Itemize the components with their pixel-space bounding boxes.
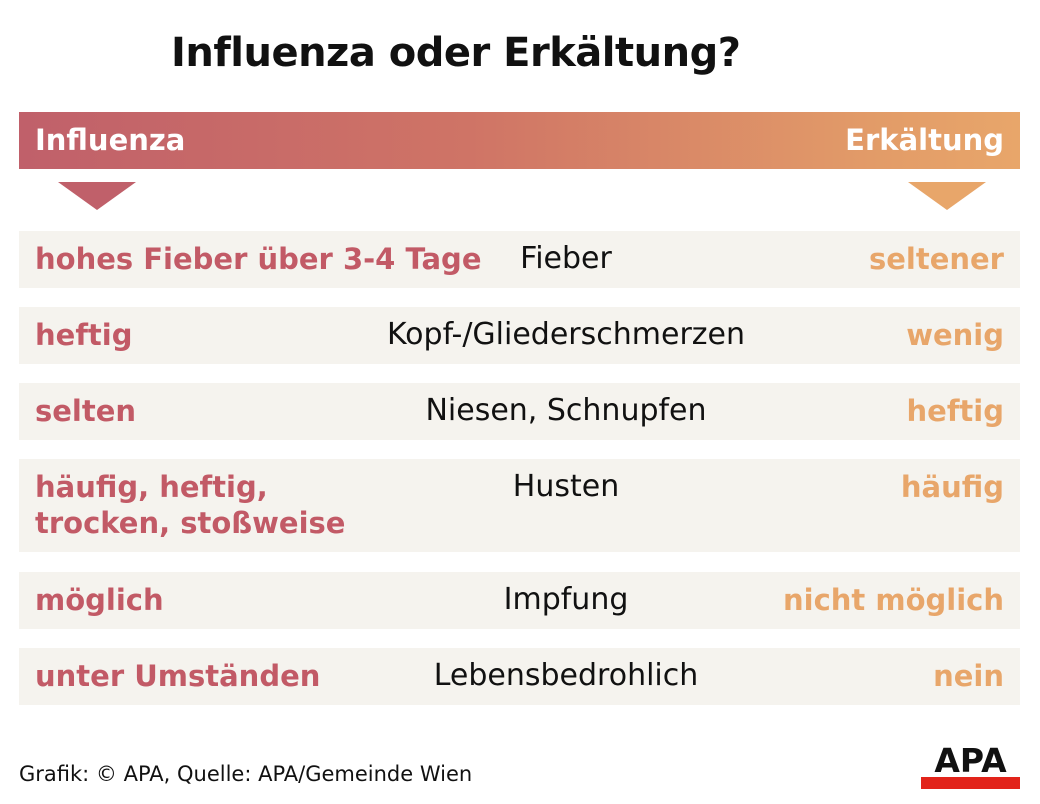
header-influenza-label: Influenza	[35, 123, 186, 157]
symptom-label: Husten	[512, 469, 620, 504]
comparison-row-niesen: selten Niesen, Schnupfen heftig	[19, 383, 1020, 440]
erkaeltung-value: nein	[933, 659, 1004, 693]
symptom-label: Niesen, Schnupfen	[425, 393, 707, 428]
triangle-down-icon-erkaeltung	[908, 182, 986, 210]
erkaeltung-value: nicht möglich	[783, 583, 1004, 617]
apa-logo: APA	[921, 741, 1020, 789]
influenza-value: heftig	[35, 318, 133, 352]
comparison-header-bar: Influenza Erkältung	[19, 112, 1020, 169]
header-erkaeltung-label: Erkältung	[845, 123, 1004, 157]
symptom-label: Lebensbedrohlich	[433, 658, 699, 693]
erkaeltung-value: häufig	[900, 470, 1004, 504]
comparison-row-fieber: hohes Fieber über 3-4 Tage Fieber selten…	[19, 231, 1020, 288]
apa-logo-text: APA	[934, 741, 1007, 780]
symptom-label: Impfung	[503, 582, 629, 617]
influenza-value: hohes Fieber über 3-4 Tage	[35, 242, 482, 276]
comparison-row-impfung: möglich Impfung nicht möglich	[19, 572, 1020, 629]
comparison-row-kopfschmerzen: heftig Kopf-/Gliederschmerzen wenig	[19, 307, 1020, 364]
erkaeltung-value: seltener	[868, 242, 1004, 276]
apa-logo-bar	[921, 777, 1020, 789]
comparison-row-lebensbedrohlich: unter Umständen Lebensbedrohlich nein	[19, 648, 1020, 705]
source-credit: Grafik: © APA, Quelle: APA/Gemeinde Wien	[19, 762, 473, 786]
triangle-down-icon-influenza	[58, 182, 136, 210]
influenza-value: selten	[35, 394, 137, 428]
page-title: Influenza oder Erkältung?	[171, 30, 741, 76]
influenza-value: möglich	[35, 583, 164, 617]
influenza-value: häufig, heftig, trocken, stoßweise	[35, 470, 346, 540]
erkaeltung-value: wenig	[906, 318, 1004, 352]
symptom-label: Kopf-/Gliederschmerzen	[386, 317, 746, 352]
erkaeltung-value: heftig	[906, 394, 1005, 428]
comparison-row-husten: häufig, heftig, trocken, stoßweise Huste…	[19, 459, 1020, 552]
influenza-value: unter Umständen	[35, 659, 321, 693]
symptom-label: Fieber	[520, 241, 612, 276]
